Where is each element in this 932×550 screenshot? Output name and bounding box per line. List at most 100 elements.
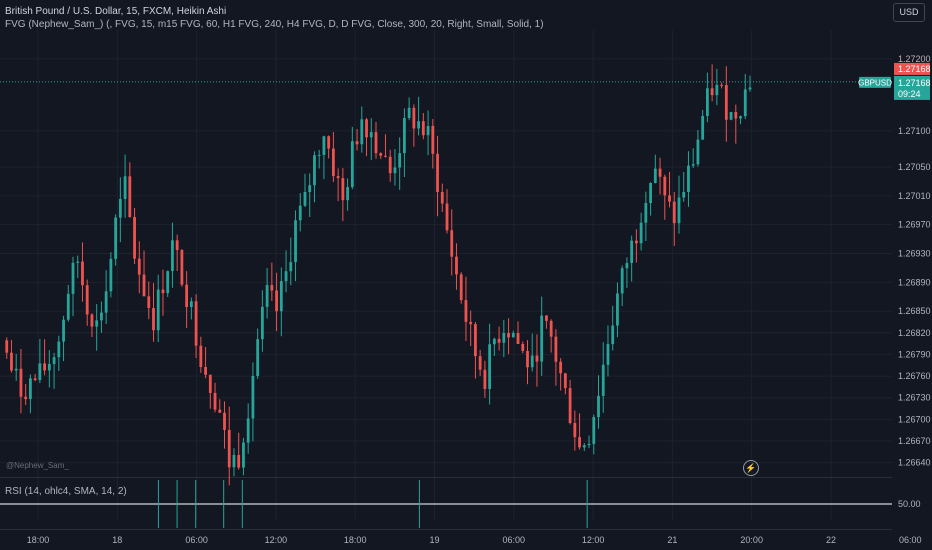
- candle-body: [171, 240, 174, 272]
- candles: [5, 64, 752, 486]
- price-tick-label: 1.26820: [898, 328, 931, 338]
- price-tick-label: 1.27100: [898, 126, 931, 136]
- candle-body: [658, 168, 662, 177]
- candle-body: [582, 445, 586, 448]
- candle-body: [81, 261, 84, 286]
- candle-body: [275, 290, 278, 312]
- candle-body: [85, 285, 89, 315]
- candle-body: [507, 333, 510, 338]
- time-tick-label: 19: [429, 535, 439, 545]
- candle-body: [294, 220, 297, 263]
- candle-body: [672, 201, 676, 224]
- candle-body: [592, 417, 596, 444]
- candle-body: [710, 88, 714, 96]
- candle-body: [109, 258, 113, 292]
- candle-body: [445, 203, 449, 231]
- candle-body: [175, 240, 179, 251]
- candle-body: [483, 369, 487, 390]
- candle-body: [313, 155, 316, 186]
- candle-body: [384, 155, 387, 157]
- candle-body: [137, 258, 141, 275]
- candle-body: [488, 344, 492, 390]
- candle-body: [161, 289, 165, 294]
- time-tick-label: 21: [667, 535, 677, 545]
- candle-body: [246, 418, 250, 443]
- candle-body: [492, 338, 496, 345]
- candle-body: [601, 364, 605, 396]
- candle-body: [76, 261, 80, 263]
- price-tick-label: 1.27010: [898, 191, 931, 201]
- candle-body: [47, 363, 51, 371]
- candle-body: [71, 262, 75, 294]
- candle-body: [701, 115, 705, 140]
- candle-body: [625, 263, 629, 269]
- candle-body: [284, 271, 288, 282]
- candle-body: [455, 256, 458, 275]
- indicator-legend[interactable]: FVG (Nephew_Sam_) (, FVG, 15, m15 FVG, 6…: [5, 19, 544, 30]
- time-tick-label: 06:00: [185, 535, 208, 545]
- candle-body: [180, 250, 184, 285]
- candle-body: [237, 454, 241, 468]
- candle-body: [128, 176, 132, 218]
- candle-body: [668, 195, 671, 202]
- time-tick-label: 18:00: [27, 535, 50, 545]
- time-axis[interactable]: 18:00 18 06:00 12:00 18:00 19 06:00 12:00 21 20:0…: [27, 535, 922, 545]
- price-tick-label: 1.26850: [898, 306, 931, 316]
- candle-body: [360, 119, 364, 145]
- candle-body: [696, 139, 700, 165]
- candle-body: [388, 156, 392, 174]
- candle-body: [5, 340, 9, 353]
- candle-body: [95, 320, 99, 327]
- candle-body: [691, 164, 695, 166]
- lightning-icon[interactable]: ⚡: [743, 460, 759, 476]
- price-tick-label: 1.26890: [898, 277, 931, 287]
- candle-body: [260, 306, 264, 340]
- price-tick-label: 1.26790: [898, 349, 931, 359]
- candle-body: [43, 363, 47, 371]
- candle-body: [516, 333, 520, 344]
- candle-body: [474, 324, 477, 357]
- candle-body: [204, 367, 207, 375]
- candle-body: [251, 376, 255, 419]
- candle-body: [734, 112, 738, 119]
- candle-body: [497, 338, 501, 343]
- time-tick-label: 22: [826, 535, 836, 545]
- candle-body: [341, 178, 345, 201]
- candle-body: [630, 240, 634, 264]
- currency-button[interactable]: USD: [893, 3, 925, 22]
- candle-body: [559, 361, 563, 374]
- candle-body: [308, 185, 312, 193]
- candle-body: [303, 192, 307, 206]
- candle-body: [298, 205, 302, 221]
- candle-body: [327, 136, 331, 149]
- candle-body: [147, 296, 151, 309]
- candle-body: [611, 325, 615, 345]
- candle-body: [526, 350, 529, 368]
- candle-body: [166, 271, 170, 294]
- candle-body: [189, 301, 193, 307]
- last-price-badge: [894, 75, 930, 100]
- candle-body: [649, 182, 652, 204]
- candle-body: [597, 395, 600, 418]
- candle-body: [66, 293, 70, 320]
- candle-body: [19, 368, 23, 397]
- candle-body: [331, 148, 335, 177]
- candle-body: [440, 192, 444, 204]
- time-tick-label: 12:00: [582, 535, 605, 545]
- candle-body: [133, 217, 136, 259]
- candle-body: [317, 154, 321, 156]
- price-tick-label: 1.26730: [898, 393, 931, 403]
- candle-body: [403, 118, 406, 154]
- price-tick-label: 1.26700: [898, 414, 931, 424]
- candle-body: [606, 344, 610, 365]
- candle-body: [578, 437, 581, 448]
- time-tick-label: 12:00: [265, 535, 288, 545]
- candle-body: [540, 315, 544, 362]
- candle-body: [720, 84, 723, 86]
- time-tick-label: 18:00: [344, 535, 367, 545]
- candle-body: [152, 308, 155, 331]
- price-tick-label: 1.26930: [898, 249, 931, 259]
- rsi-legend[interactable]: RSI (14, ohlc4, SMA, 14, 2): [5, 486, 127, 497]
- price-tick-label: 1.26970: [898, 220, 931, 230]
